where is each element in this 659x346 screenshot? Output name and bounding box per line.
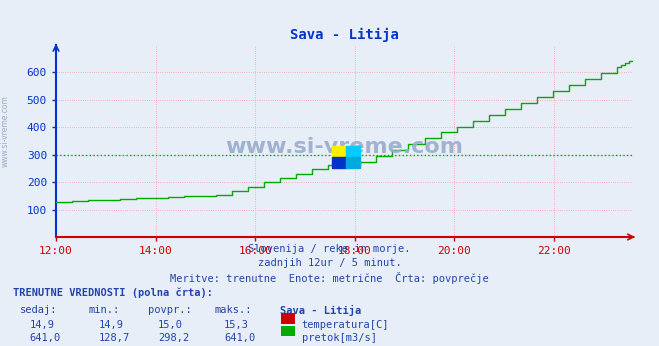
Text: temperatura[C]: temperatura[C] (302, 320, 389, 330)
Bar (346, 157, 360, 169)
Text: 641,0: 641,0 (30, 333, 61, 343)
Text: 14,9: 14,9 (99, 320, 124, 330)
Bar (346, 146, 360, 157)
Text: 15,3: 15,3 (224, 320, 249, 330)
Text: TRENUTNE VREDNOSTI (polna črta):: TRENUTNE VREDNOSTI (polna črta): (13, 288, 213, 298)
Text: 298,2: 298,2 (158, 333, 189, 343)
Text: zadnjih 12ur / 5 minut.: zadnjih 12ur / 5 minut. (258, 258, 401, 268)
Text: Sava - Litija: Sava - Litija (280, 305, 361, 316)
Text: pretok[m3/s]: pretok[m3/s] (302, 333, 377, 343)
Bar (332, 157, 346, 169)
Text: 641,0: 641,0 (224, 333, 255, 343)
Text: 15,0: 15,0 (158, 320, 183, 330)
Text: sedaj:: sedaj: (20, 305, 57, 315)
Text: www.si-vreme.com: www.si-vreme.com (225, 137, 463, 157)
Text: 14,9: 14,9 (30, 320, 55, 330)
Text: min.:: min.: (89, 305, 120, 315)
Text: 128,7: 128,7 (99, 333, 130, 343)
Text: Slovenija / reke in morje.: Slovenija / reke in morje. (248, 244, 411, 254)
Text: maks.:: maks.: (214, 305, 252, 315)
Title: Sava - Litija: Sava - Litija (290, 28, 399, 43)
Bar (332, 146, 346, 157)
Text: Meritve: trenutne  Enote: metrične  Črta: povprečje: Meritve: trenutne Enote: metrične Črta: … (170, 272, 489, 284)
Text: povpr.:: povpr.: (148, 305, 192, 315)
Text: www.si-vreme.com: www.si-vreme.com (1, 95, 10, 167)
